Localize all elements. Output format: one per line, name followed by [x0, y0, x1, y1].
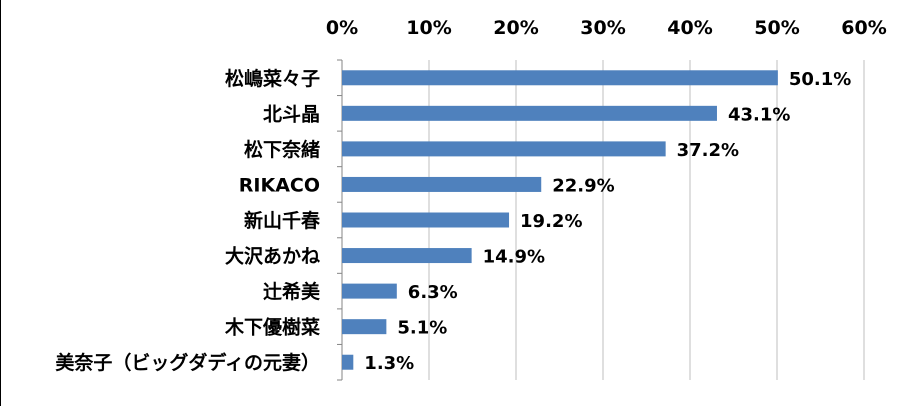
- x-tick-label-50: 50%: [754, 17, 799, 39]
- value-label-4: 19.2%: [520, 211, 582, 232]
- x-tick-label-20: 20%: [493, 17, 538, 39]
- x-tick-label-30: 30%: [580, 17, 625, 39]
- bar-4: [342, 212, 510, 228]
- bar-6: [342, 283, 397, 299]
- category-label-6: 辻希美: [263, 280, 321, 303]
- bar-5: [342, 248, 472, 264]
- bar-8: [342, 354, 354, 370]
- category-label-7: 木下優樹菜: [224, 316, 320, 339]
- category-label-1: 北斗晶: [263, 103, 320, 125]
- value-label-3: 22.9%: [552, 175, 614, 196]
- bar-1: [342, 105, 717, 121]
- value-label-1: 43.1%: [728, 104, 790, 125]
- category-label-0: 松嶋菜々子: [225, 67, 320, 90]
- value-label-8: 1.3%: [364, 353, 414, 374]
- x-axis-ticks: 0% 10% 20% 30% 40% 50% 60%: [326, 17, 887, 39]
- value-label-5: 14.9%: [483, 247, 545, 268]
- value-label-6: 6.3%: [408, 282, 458, 303]
- bar-7: [342, 319, 387, 335]
- category-label-8: 美奈子（ビッグダディの元妻）: [55, 351, 320, 374]
- bars: [342, 70, 778, 370]
- category-label-3: RIKACO: [239, 174, 320, 196]
- category-label-4: 新山千春: [244, 209, 320, 232]
- category-label-2: 松下奈緒: [244, 138, 320, 161]
- value-label-7: 5.1%: [397, 318, 447, 339]
- value-label-0: 50.1%: [789, 69, 851, 90]
- value-label-2: 37.2%: [677, 140, 739, 161]
- value-labels: 50.1% 43.1% 37.2% 22.9% 19.2% 14.9% 6.3% 5.1% 1.…: [364, 69, 851, 374]
- bar-0: [342, 70, 778, 86]
- bar-2: [342, 141, 666, 157]
- grid-lines: [0, 0, 865, 406]
- bar-3: [342, 176, 542, 192]
- x-tick-label-60: 60%: [841, 17, 886, 39]
- x-tick-label-0: 0%: [326, 17, 358, 39]
- x-tick-label-40: 40%: [667, 17, 712, 39]
- category-label-5: 大沢あかね: [225, 245, 320, 268]
- x-tick-label-10: 10%: [406, 17, 451, 39]
